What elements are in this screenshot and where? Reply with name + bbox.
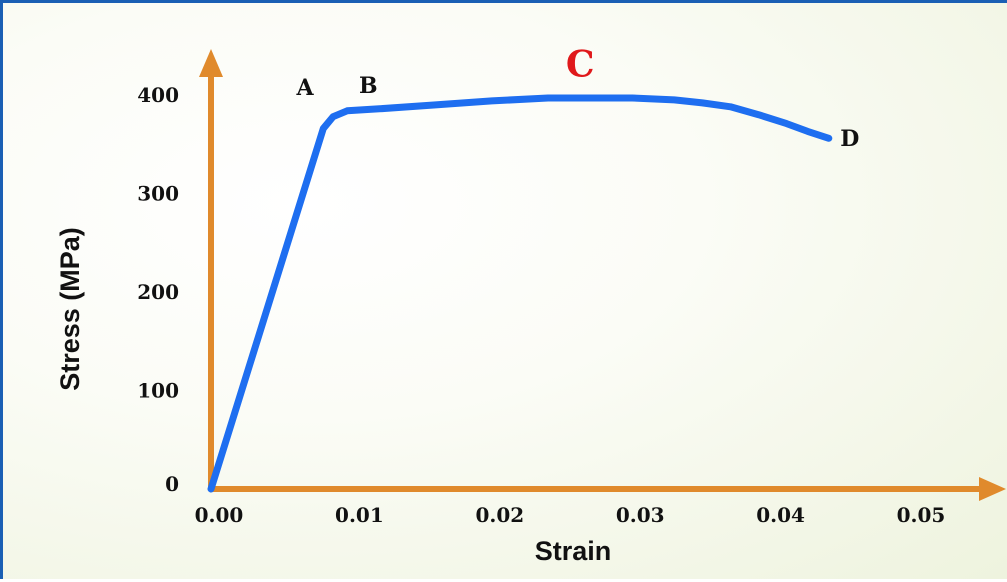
- y-axis-title: Stress (MPa): [55, 227, 85, 391]
- stress-strain-curve: [207, 94, 833, 493]
- x-tick-label: 0.03: [616, 503, 665, 527]
- x-tick-label: 0.04: [756, 503, 805, 527]
- y-tick-label: 300: [137, 182, 179, 206]
- x-tick-label: 0.00: [195, 503, 244, 527]
- stress-strain-chart: 0.00 0.01 0.02 0.03 0.04 0.05 0 100 200 300 400 A B…: [55, 43, 1006, 566]
- y-tick-label: 0: [165, 472, 179, 496]
- point-labels: A B C D: [296, 43, 860, 152]
- axes: [199, 49, 1006, 501]
- x-axis-arrowhead: [979, 477, 1006, 501]
- point-label-b: B: [359, 73, 378, 99]
- y-tick-label: 200: [137, 280, 179, 304]
- x-axis-title: Strain: [535, 536, 612, 566]
- series-layer: [207, 94, 833, 493]
- y-axis-arrowhead: [199, 49, 223, 77]
- point-label-a: A: [296, 75, 315, 101]
- x-tick-label: 0.01: [335, 503, 384, 527]
- y-tick-label: 100: [137, 379, 179, 403]
- x-tick-label: 0.05: [897, 503, 946, 527]
- point-label-d: D: [840, 126, 859, 152]
- point-label-c: C: [566, 43, 595, 85]
- tick-labels: 0.00 0.01 0.02 0.03 0.04 0.05 0 100 200 300 400: [137, 83, 945, 527]
- x-tick-label: 0.02: [475, 503, 524, 527]
- y-tick-label: 400: [137, 83, 179, 107]
